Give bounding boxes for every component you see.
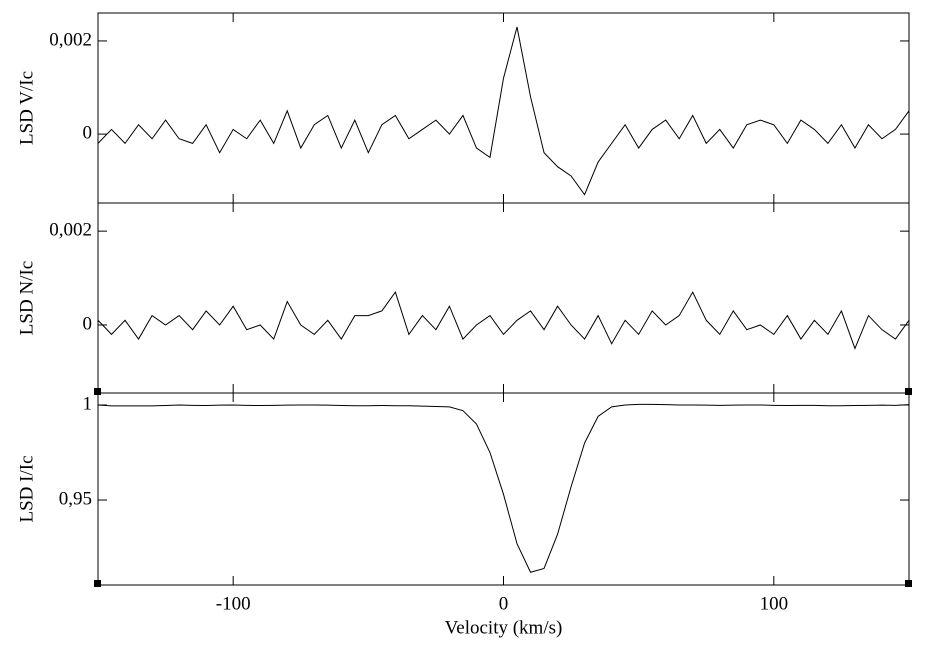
y-axis-label: LSD N/Ic xyxy=(16,261,37,335)
plot-frame xyxy=(97,392,910,586)
data-line xyxy=(97,291,910,350)
plot-frame xyxy=(97,12,910,204)
y-tick-label: 1 xyxy=(83,393,93,414)
y-axis-label: LSD V/Ic xyxy=(16,71,37,145)
data-line xyxy=(97,26,910,196)
y-axis-label: LSD I/Ic xyxy=(16,455,37,522)
y-tick-label: 0,002 xyxy=(49,220,92,241)
x-tick-label: -100 xyxy=(216,593,251,614)
x-axis-label: Velocity (km/s) xyxy=(445,617,563,638)
x-tick-label: 100 xyxy=(760,593,789,614)
y-tick-label: 0,002 xyxy=(49,29,92,50)
plot-frame xyxy=(97,202,910,394)
y-tick-label: 0,95 xyxy=(59,488,92,509)
y-tick-label: 0 xyxy=(83,122,93,143)
y-tick-label: 0 xyxy=(83,313,93,334)
data-line xyxy=(97,403,910,573)
x-tick-label: 0 xyxy=(499,593,509,614)
